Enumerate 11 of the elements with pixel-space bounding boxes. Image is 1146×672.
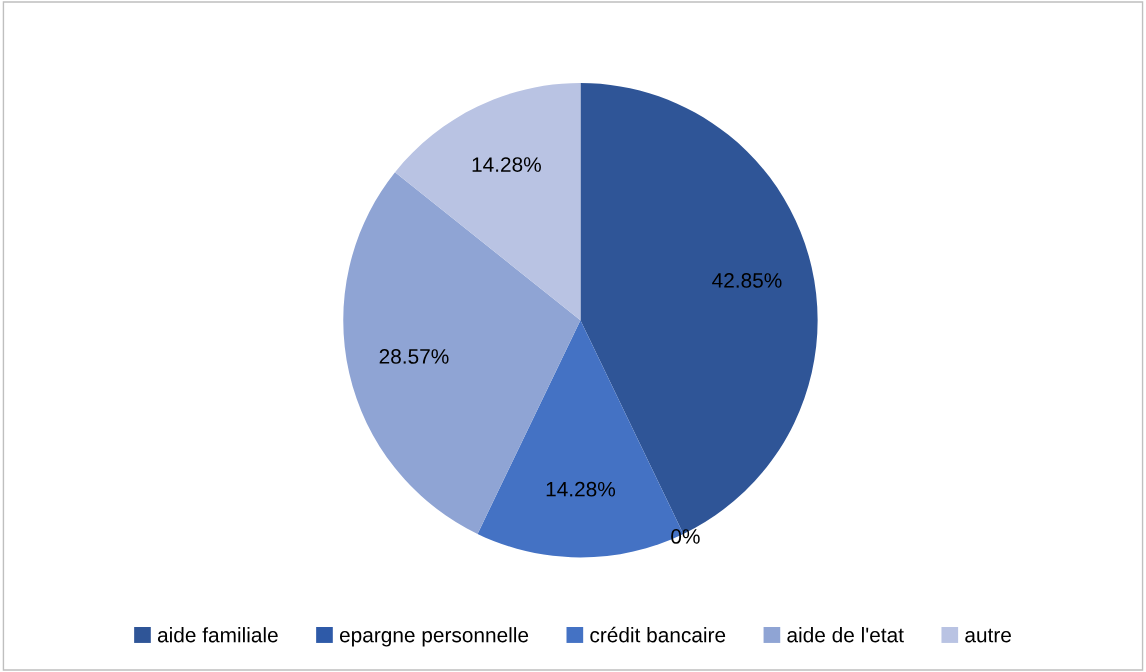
pie-slice [395, 83, 581, 321]
data-label: 28.57% [379, 349, 449, 364]
data-label: 14.28% [472, 157, 541, 172]
text: 0% [671, 529, 700, 544]
legend-label: aide de l'etat [787, 627, 904, 643]
legend-label: epargne personnelle [339, 627, 529, 647]
data-label: 14.28% [546, 481, 616, 497]
legend-label: aide familiale [157, 627, 278, 643]
legend-label: autre [965, 628, 1011, 643]
data-label: 42.85% [712, 273, 782, 288]
legend-label: crédit bancaire [590, 626, 726, 643]
